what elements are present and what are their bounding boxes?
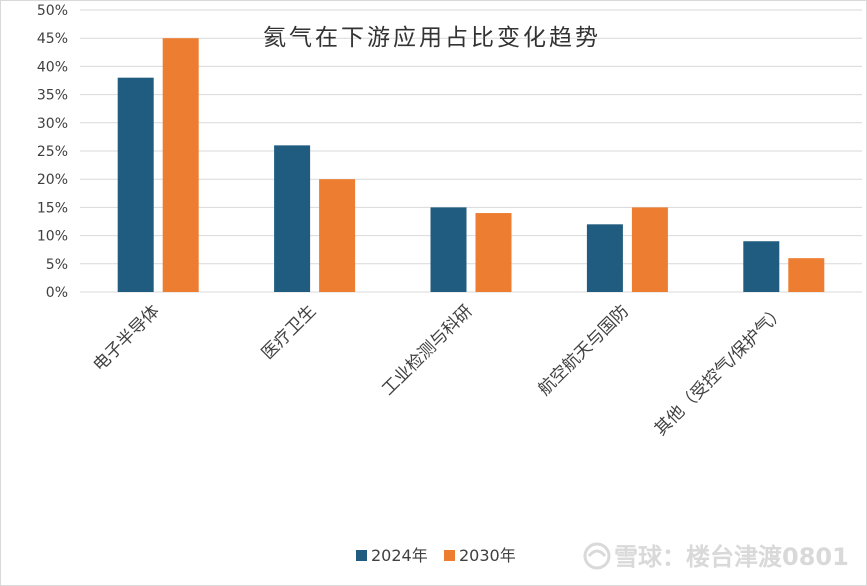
bars bbox=[117, 38, 825, 293]
bar-2024年-航空航天与国防 bbox=[586, 224, 623, 292]
legend-swatch bbox=[444, 550, 455, 561]
y-tick-label: 50% bbox=[37, 3, 68, 19]
watermark: 雪球：楼台津渡0801 bbox=[583, 542, 849, 571]
bar-2024年-电子半导体 bbox=[117, 77, 154, 293]
legend-label: 2030年 bbox=[459, 546, 516, 565]
bar-2024年-医疗卫生 bbox=[274, 145, 311, 292]
gridlines bbox=[80, 9, 862, 293]
watermark-text: 雪球：楼台津渡0801 bbox=[614, 543, 849, 571]
bar-2030年-电子半导体 bbox=[162, 38, 199, 293]
bar-2030年-工业检测与科研 bbox=[475, 213, 512, 292]
bar-2030年-医疗卫生 bbox=[319, 179, 356, 292]
y-tick-label: 5% bbox=[46, 257, 68, 273]
y-tick-label: 25% bbox=[37, 144, 68, 160]
bar-2030年-其他（受控气/保护气） bbox=[788, 258, 825, 292]
y-tick-label: 40% bbox=[37, 59, 68, 75]
y-tick-label: 20% bbox=[37, 172, 68, 188]
y-tick-label: 0% bbox=[46, 285, 68, 301]
y-axis-ticks: 0% 5% 10% 15% 20% 25% 30% 35% 40% 45% 50% bbox=[37, 3, 68, 301]
bar-2030年-航空航天与国防 bbox=[631, 207, 668, 292]
y-tick-label: 10% bbox=[37, 229, 68, 245]
legend: 2024年 2030年 bbox=[356, 546, 516, 565]
y-tick-label: 35% bbox=[37, 88, 68, 104]
y-tick-label: 45% bbox=[37, 31, 68, 47]
bar-2024年-工业检测与科研 bbox=[430, 207, 467, 292]
bar-2024年-其他（受控气/保护气） bbox=[743, 241, 780, 292]
chart-title: 氦气在下游应用占比变化趋势 bbox=[263, 25, 601, 51]
y-tick-label: 30% bbox=[37, 116, 68, 132]
legend-swatch bbox=[356, 550, 367, 561]
y-tick-label: 15% bbox=[37, 200, 68, 216]
snowball-logo-icon bbox=[583, 542, 611, 570]
legend-label: 2024年 bbox=[371, 546, 428, 565]
